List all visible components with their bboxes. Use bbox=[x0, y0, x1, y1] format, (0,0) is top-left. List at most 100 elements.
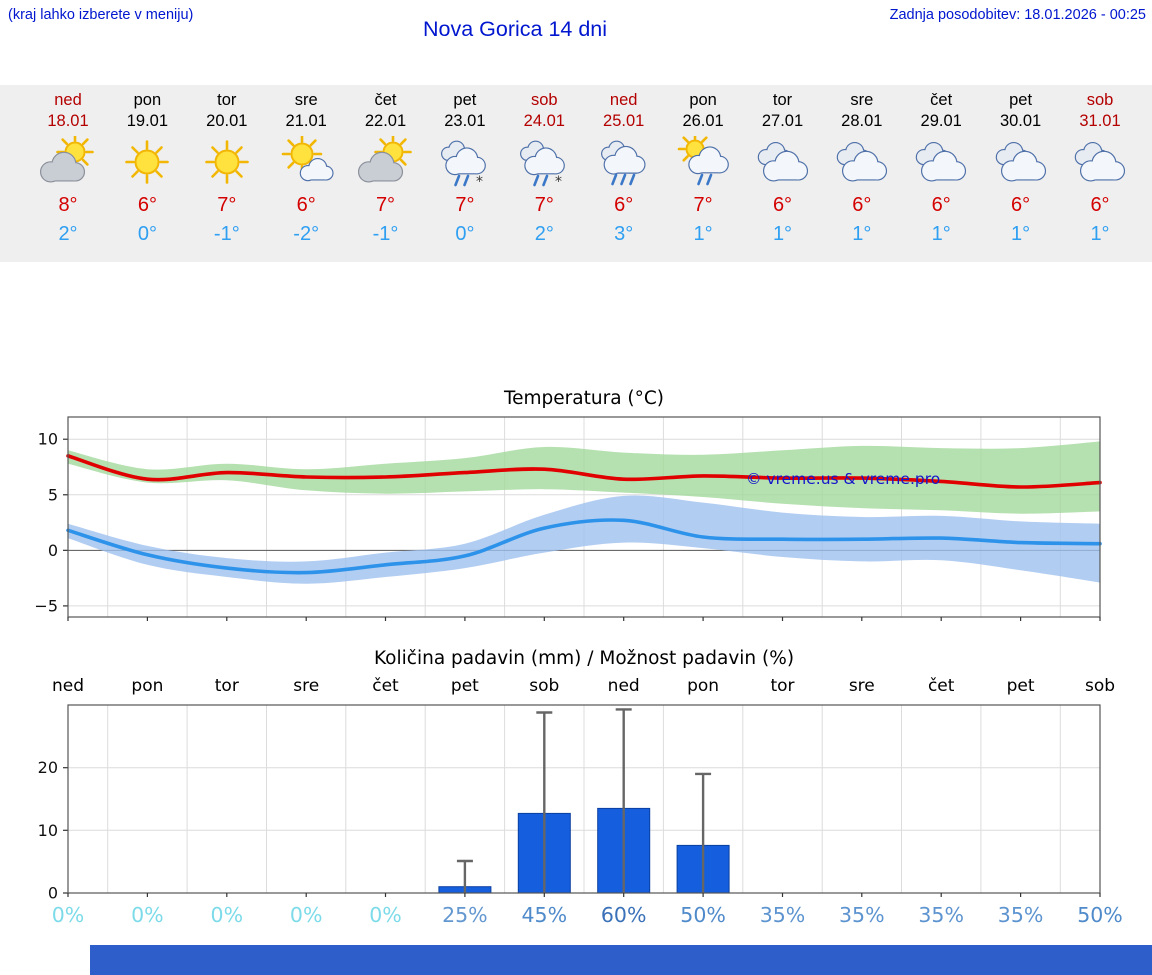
forecast-day-column: ned 25.01 6° 3° bbox=[584, 85, 664, 246]
precip-day-label: sob bbox=[529, 676, 560, 696]
day-max-temp: 6° bbox=[296, 194, 316, 216]
day-date: 21.01 bbox=[285, 112, 327, 130]
day-name: tor bbox=[217, 91, 237, 109]
day-min-temp: 1° bbox=[693, 223, 713, 245]
rain-icon bbox=[584, 136, 664, 188]
precip-day-label: tor bbox=[770, 676, 795, 696]
svg-text:0: 0 bbox=[48, 884, 58, 901]
day-name: tor bbox=[772, 91, 793, 109]
day-name: pet bbox=[1009, 91, 1033, 109]
sleet-icon: * bbox=[425, 136, 505, 190]
sunny-icon bbox=[107, 136, 187, 188]
precip-probability-label: 0% bbox=[369, 903, 402, 927]
page-title: Nova Gorica 14 dni bbox=[422, 17, 608, 41]
day-min-temp: 3° bbox=[614, 223, 634, 245]
forecast-day-column: čet 29.01 6° 1° bbox=[901, 85, 981, 246]
day-name: sre bbox=[294, 91, 318, 109]
day-max-temp: 6° bbox=[931, 194, 951, 216]
svg-text:*: * bbox=[476, 174, 483, 188]
cloudy-icon bbox=[1060, 136, 1140, 188]
footer-nav-bar[interactable] bbox=[90, 945, 1152, 975]
day-max-temp: 8° bbox=[58, 194, 78, 216]
precip-probability-label: 35% bbox=[997, 903, 1044, 927]
day-date: 26.01 bbox=[682, 112, 724, 130]
day-max-temp: 6° bbox=[1090, 194, 1110, 216]
day-max-temp: 7° bbox=[375, 194, 396, 216]
max-temp-line bbox=[66, 454, 1102, 489]
precip-chart: 0 10 20 bbox=[38, 704, 1101, 901]
svg-text:*: * bbox=[555, 174, 562, 188]
sun-cloud-icon bbox=[28, 133, 108, 188]
day-date: 23.01 bbox=[444, 112, 486, 130]
svg-text:−5: −5 bbox=[34, 596, 58, 615]
sleet-icon: * bbox=[504, 136, 584, 190]
precip-day-label: pet bbox=[450, 676, 479, 696]
precip-day-label: tor bbox=[214, 676, 239, 696]
day-max-temp: 6° bbox=[772, 194, 793, 216]
min-temp-range-band bbox=[68, 495, 1100, 584]
day-name: čet bbox=[930, 91, 953, 109]
day-min-temp: -1° bbox=[213, 223, 240, 245]
cloudy-icon bbox=[901, 136, 981, 188]
day-date: 22.01 bbox=[364, 112, 407, 130]
precip-day-label: ned bbox=[607, 676, 640, 696]
svg-text:10: 10 bbox=[38, 430, 58, 449]
forecast-day-column: pon 19.01 6° 0° bbox=[107, 85, 187, 246]
forecast-day-column: sre 28.01 6° 1° bbox=[822, 85, 902, 246]
day-date: 20.01 bbox=[206, 112, 248, 130]
precip-probability-label: 25% bbox=[442, 903, 488, 927]
precip-day-label: pet bbox=[1006, 676, 1035, 696]
day-name: pet bbox=[453, 91, 477, 109]
day-min-temp: -2° bbox=[293, 223, 320, 245]
precip-probability-label: 35% bbox=[839, 903, 885, 927]
day-name: ned bbox=[609, 91, 638, 109]
temperature-chart-title: Temperatura (°C) bbox=[503, 388, 665, 409]
day-min-temp: 1° bbox=[852, 223, 872, 245]
svg-text:5: 5 bbox=[48, 485, 58, 504]
day-date: 18.01 bbox=[47, 112, 89, 130]
forecast-day-column: sob 31.01 6° 1° bbox=[1060, 85, 1140, 246]
precip-day-label: pon bbox=[131, 676, 164, 696]
day-name: sob bbox=[530, 91, 558, 109]
forecast-strip: ned 18.01 8° 2° pon 19.01 6° 0° tor 20.01 7° -1° sre… bbox=[0, 85, 1152, 262]
forecast-day-column: pet 23.01 * 7° 0° bbox=[425, 85, 505, 246]
day-date: 31.01 bbox=[1079, 112, 1121, 130]
day-date: 28.01 bbox=[841, 112, 883, 130]
day-min-temp: 1° bbox=[931, 223, 951, 245]
min-temp-line bbox=[66, 518, 1102, 575]
day-date: 30.01 bbox=[999, 112, 1042, 130]
forecast-day-column: sob 24.01 * 7° 2° bbox=[504, 85, 584, 246]
day-name: sre bbox=[850, 91, 874, 109]
precip-probability-label: 45% bbox=[521, 903, 568, 927]
day-min-temp: 2° bbox=[534, 223, 554, 245]
forecast-day-column: tor 20.01 7° -1° bbox=[187, 85, 267, 246]
day-date: 29.01 bbox=[920, 112, 962, 130]
svg-text:10: 10 bbox=[38, 821, 58, 840]
day-min-temp: 1° bbox=[1090, 223, 1110, 245]
day-min-temp: 1° bbox=[1011, 223, 1031, 245]
forecast-day-column: ned 18.01 8° 2° bbox=[28, 85, 108, 246]
day-name: pon bbox=[133, 91, 162, 109]
forecast-day-column: sre 21.01 6° -2° bbox=[266, 85, 346, 246]
day-min-temp: 2° bbox=[58, 223, 78, 245]
sun-cloud-icon bbox=[346, 133, 426, 188]
day-name: sob bbox=[1086, 91, 1114, 109]
precip-probability-label: 35% bbox=[759, 903, 806, 927]
day-name: ned bbox=[54, 91, 82, 109]
forecast-day-column: pon 26.01 7° 1° bbox=[663, 85, 743, 246]
cloudy-icon bbox=[822, 136, 902, 188]
watermark[interactable]: © vreme.us & vreme.pro bbox=[746, 470, 940, 488]
forecast-day-column: čet 22.01 7° -1° bbox=[346, 85, 426, 246]
day-date: 27.01 bbox=[761, 112, 804, 130]
day-name: pon bbox=[689, 91, 717, 109]
day-max-temp: 6° bbox=[1011, 194, 1031, 216]
forecast-day-column: tor 27.01 6° 1° bbox=[743, 85, 823, 246]
precip-probability-label: 60% bbox=[600, 903, 647, 927]
forecast-day-column: pet 30.01 6° 1° bbox=[981, 85, 1061, 246]
day-max-temp: 7° bbox=[534, 194, 554, 216]
precip-probability-label: 0% bbox=[210, 903, 244, 927]
temperature-chart: −5 0 5 10 © vreme.us & vreme.pro bbox=[34, 416, 1102, 621]
precip-chart-title: Količina padavin (mm) / Možnost padavin … bbox=[373, 648, 795, 669]
day-max-temp: 6° bbox=[852, 194, 872, 216]
